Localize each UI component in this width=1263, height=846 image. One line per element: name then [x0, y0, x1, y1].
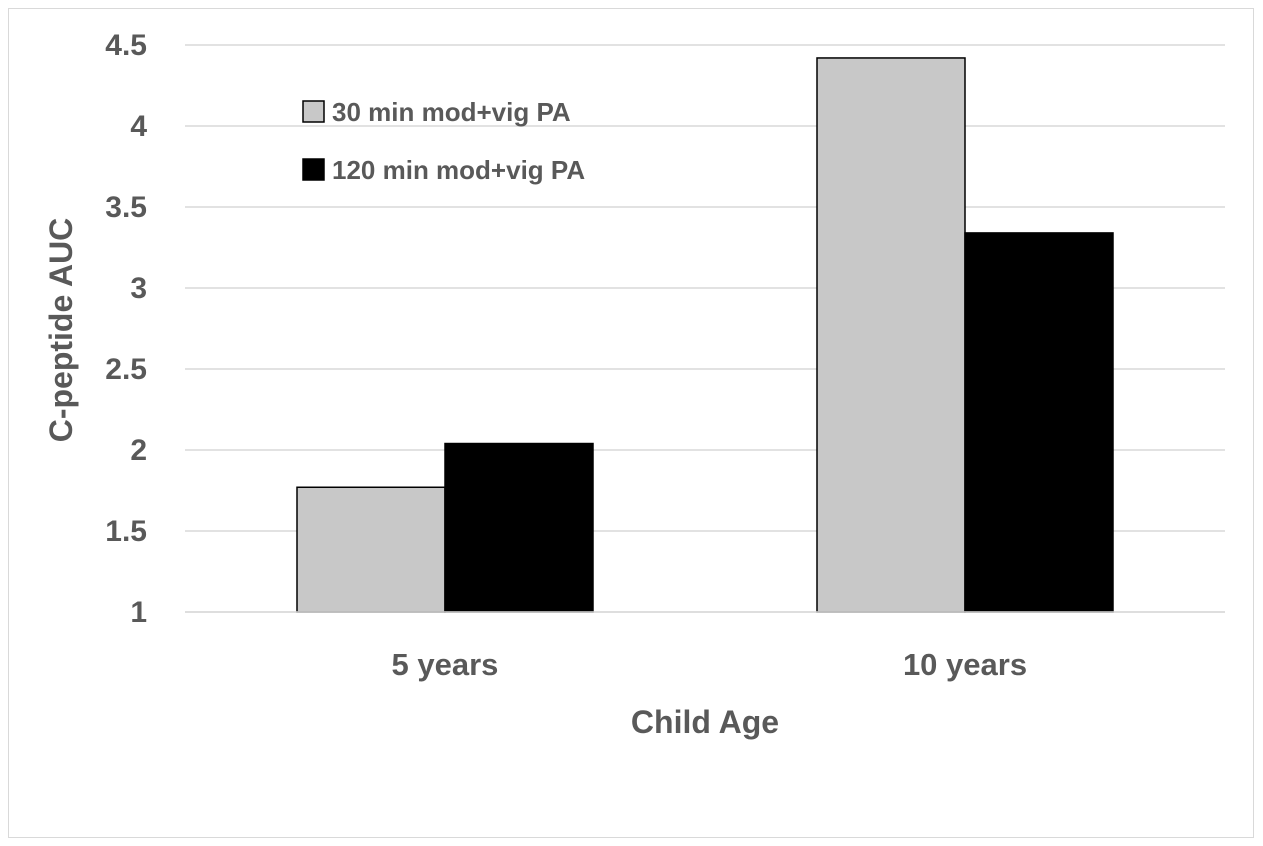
- y-tick-label: 2: [130, 434, 147, 467]
- y-tick-label: 1.5: [105, 515, 147, 548]
- y-tick-label: 4: [130, 110, 147, 143]
- y-tick-label: 4.5: [105, 29, 147, 62]
- bar-series-1-5-years: [296, 486, 446, 613]
- y-tick-label: 2.5: [105, 353, 147, 386]
- y-tick-label: 3: [130, 272, 147, 305]
- x-category-labels: 5 years 10 years: [392, 647, 1028, 682]
- y-tick-label: 3.5: [105, 191, 147, 224]
- legend-label-series-1: 30 min mod+vig PA: [332, 97, 571, 127]
- y-tick-labels: 1 1.5 2 2.5 3 3.5 4 4.5: [105, 29, 147, 629]
- bars: [296, 57, 1114, 613]
- y-tick-label: 1: [130, 596, 147, 629]
- y-axis-title: C-peptide AUC: [43, 218, 79, 443]
- legend-swatch-series-1: [302, 100, 325, 123]
- bar-series-2-5-years: [444, 442, 594, 613]
- x-axis-title: Child Age: [631, 704, 779, 740]
- legend-label-series-2: 120 min mod+vig PA: [332, 155, 585, 185]
- bar-series-1-10-years: [816, 57, 966, 613]
- x-category-label: 5 years: [392, 647, 499, 682]
- legend-swatch-series-2: [302, 158, 325, 181]
- x-category-label: 10 years: [903, 647, 1027, 682]
- bar-series-2-10-years: [964, 232, 1114, 613]
- legend: 30 min mod+vig PA 120 min mod+vig PA: [302, 97, 585, 185]
